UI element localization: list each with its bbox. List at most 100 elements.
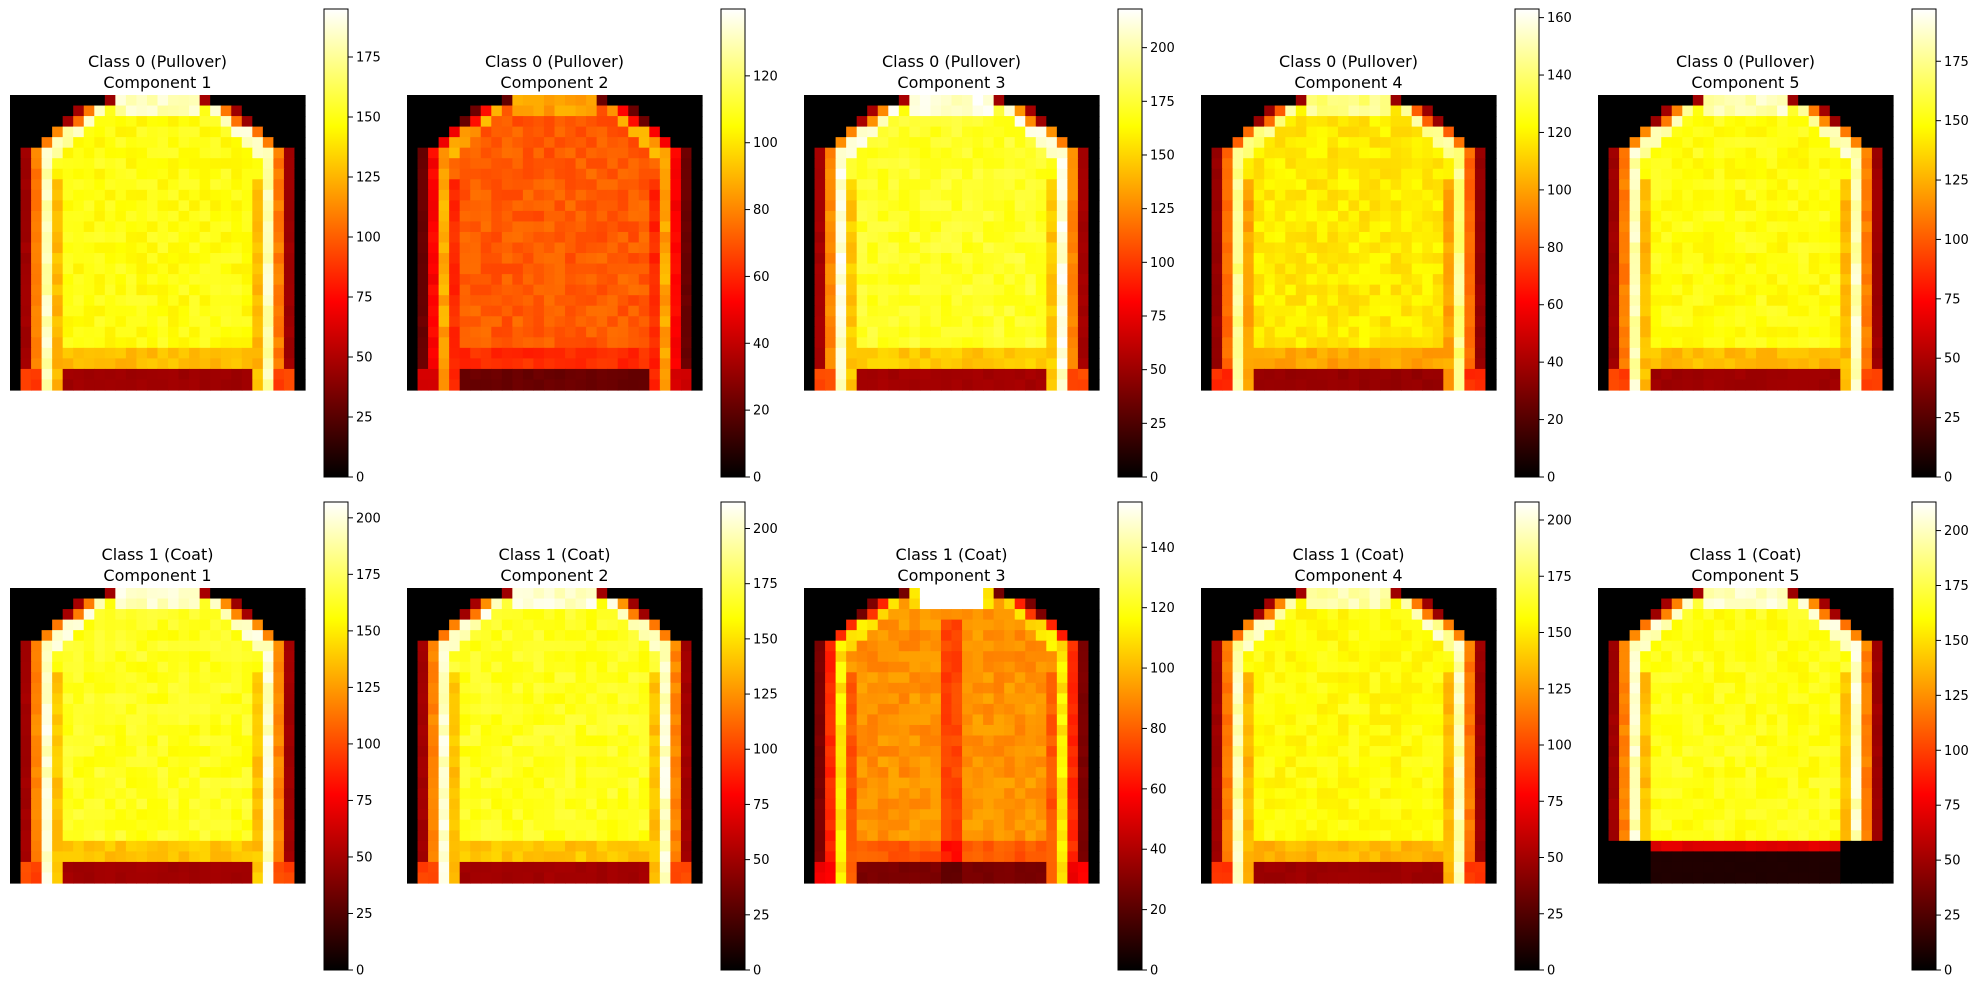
colorbar-tick-label: 50 (1150, 363, 1167, 378)
heatmap-cell (231, 168, 243, 180)
heatmap-cell (1787, 147, 1799, 159)
heatmap-cell (1067, 358, 1079, 370)
heatmap-cell (1067, 231, 1079, 244)
heatmap-cell (638, 137, 650, 149)
heatmap-cell (210, 619, 222, 631)
heatmap-cell (1766, 358, 1778, 370)
heatmap-cell (168, 703, 180, 716)
heatmap-cell (41, 189, 53, 201)
heatmap-cell (438, 379, 450, 391)
heatmap-cell (680, 609, 693, 621)
heatmap-cell (1285, 253, 1297, 265)
heatmap-cell (283, 274, 296, 286)
heatmap-cell (1692, 295, 1704, 307)
heatmap-cell (1411, 305, 1423, 317)
heatmap-cell (1222, 210, 1234, 223)
heatmap-cell (62, 368, 74, 381)
heatmap-cell (533, 598, 545, 610)
heatmap-cell (846, 126, 858, 138)
heatmap-cell (20, 819, 32, 831)
heatmap-cell (146, 724, 159, 737)
heatmap-cell (554, 316, 566, 328)
heatmap-cell (283, 703, 296, 716)
heatmap-cell (1295, 253, 1307, 265)
heatmap-cell (252, 347, 264, 359)
heatmap-cell (178, 598, 190, 610)
heatmap-cell (470, 379, 482, 391)
heatmap-cell (1274, 358, 1286, 370)
heatmap-cell (638, 210, 650, 223)
heatmap-cell (1211, 326, 1223, 338)
heatmap-cell (638, 337, 650, 349)
heatmap-cell (1474, 189, 1487, 201)
heatmap-cell (83, 777, 95, 789)
heatmap-cell (52, 200, 64, 212)
heatmap-cell (919, 379, 932, 391)
heatmap-cell (146, 368, 159, 381)
heatmap-cell (428, 95, 440, 107)
heatmap-cell (1724, 95, 1736, 107)
heatmap-cell (1474, 242, 1487, 254)
heatmap-cell (888, 242, 900, 254)
heatmap-cell (1453, 137, 1465, 149)
heatmap-cell (930, 189, 942, 201)
heatmap-cell (1088, 221, 1100, 233)
heatmap-cell (898, 358, 910, 370)
heatmap-cell (804, 379, 816, 391)
heatmap-cell (199, 598, 211, 610)
heatmap-cell (1756, 137, 1768, 149)
heatmap-cell (104, 337, 116, 349)
heatmap-cell (125, 105, 138, 117)
heatmap-cell (1756, 326, 1768, 338)
heatmap-cell (273, 295, 285, 307)
heatmap-cell (1882, 253, 1894, 265)
heatmap-cell (1274, 210, 1286, 223)
heatmap-cell (1411, 337, 1423, 349)
heatmap-cell (575, 200, 587, 212)
heatmap-cell (1243, 200, 1255, 212)
heatmap-cell (825, 179, 837, 191)
heatmap-cell (856, 253, 868, 265)
heatmap-cell (62, 284, 74, 296)
heatmap-cell (930, 253, 942, 265)
heatmap-cell (1713, 200, 1726, 212)
heatmap-cell (1819, 95, 1831, 107)
heatmap-cell (136, 253, 148, 265)
heatmap-cell (157, 116, 169, 128)
heatmap-cell (115, 714, 127, 726)
heatmap-cell (1619, 95, 1631, 107)
heatmap-cell (951, 147, 963, 159)
heatmap-cell (1201, 126, 1213, 138)
heatmap-cell (146, 95, 159, 107)
heatmap-cell (1453, 326, 1465, 338)
heatmap-cell (1432, 158, 1444, 170)
heatmap-cell (283, 295, 296, 307)
heatmap-cell (1025, 242, 1037, 254)
heatmap-cell (1650, 221, 1662, 233)
heatmap-cell (178, 263, 190, 275)
heatmap-cell (125, 337, 138, 349)
heatmap-cell (273, 242, 285, 254)
heatmap-cell (1882, 379, 1894, 391)
heatmap-cell (125, 179, 138, 191)
heatmap-cell (1861, 116, 1873, 128)
heatmap-cell (73, 619, 85, 631)
heatmap-cell (189, 231, 201, 244)
heatmap-cell (146, 253, 159, 265)
heatmap-cell (1474, 358, 1487, 370)
heatmap-cell (210, 767, 222, 779)
heatmap-cell (1067, 274, 1079, 286)
heatmap-cell (1629, 126, 1641, 138)
heatmap-cell (1713, 305, 1726, 317)
heatmap-cell (115, 337, 127, 349)
heatmap-cell (1745, 179, 1757, 191)
heatmap-cell (1840, 95, 1852, 107)
heatmap-cell (41, 295, 53, 307)
heatmap-cell (1703, 200, 1715, 212)
heatmap-cell (1485, 116, 1497, 128)
heatmap-cell (1798, 200, 1810, 212)
heatmap-cell (501, 179, 513, 191)
heatmap-cell (1850, 137, 1862, 149)
heatmap-cell (501, 284, 513, 296)
heatmap-cell (1443, 253, 1455, 265)
